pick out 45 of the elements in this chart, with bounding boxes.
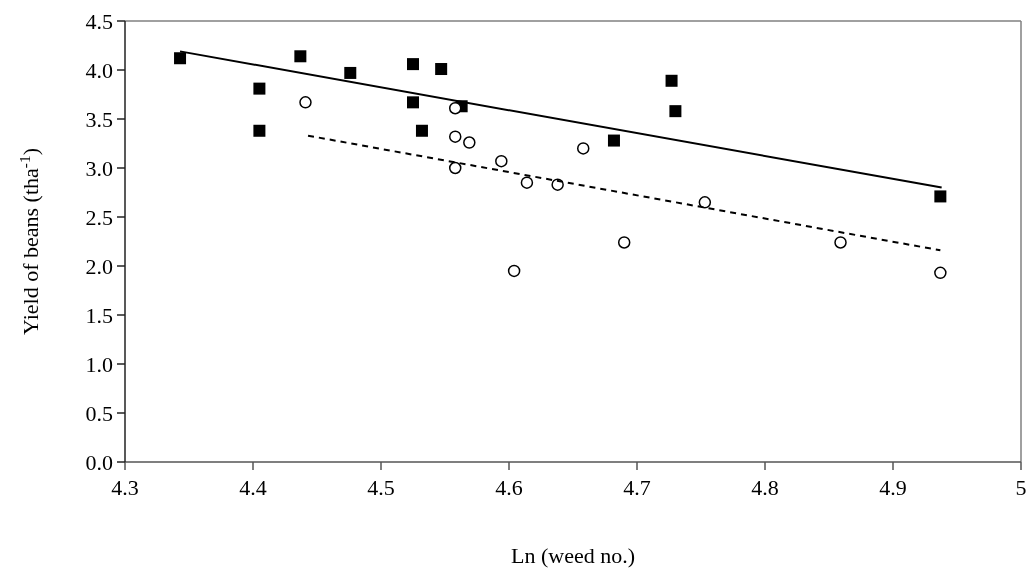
x-tick-label: 4.3: [111, 475, 139, 500]
point: [253, 124, 266, 137]
y-tick-label: 0.0: [85, 449, 113, 475]
y-tick-label: 3.5: [85, 106, 113, 132]
x-tick-label: 5: [1015, 475, 1027, 500]
point: [576, 142, 590, 155]
x-tick-label: 4.8: [751, 475, 779, 500]
x-tick-label: 4.4: [239, 475, 267, 500]
point: [934, 190, 947, 203]
point: [294, 50, 307, 63]
point: [407, 96, 419, 109]
y-tick-label: 1.5: [85, 302, 113, 328]
point: [834, 236, 847, 249]
point: [507, 264, 521, 278]
point: [607, 134, 620, 147]
x-tick-label: 4.5: [367, 475, 395, 500]
point: [174, 52, 187, 65]
x-tick-label: 4.7: [623, 475, 651, 500]
point: [448, 130, 462, 143]
point: [407, 58, 419, 71]
x-tick-label: 4.6: [495, 475, 523, 500]
point: [520, 176, 534, 189]
y-tick-label: 4.0: [85, 57, 113, 83]
point: [448, 161, 462, 175]
point: [495, 154, 508, 168]
point: [934, 266, 947, 280]
point: [344, 66, 357, 79]
y-tick-label: 1.0: [85, 351, 113, 377]
y-tick-label: 3.0: [85, 155, 113, 181]
point: [463, 136, 476, 149]
point: [415, 124, 428, 137]
point: [299, 96, 312, 109]
point: [665, 74, 678, 87]
point: [669, 105, 682, 118]
point: [435, 63, 448, 76]
point: [253, 82, 266, 95]
point: [698, 196, 712, 209]
y-tick-label: 4.5: [85, 8, 113, 34]
x-axis-title: Ln (weed no.): [510, 543, 636, 568]
y-tick-label: 0.5: [85, 400, 113, 426]
x-tick-label: 4.9: [879, 475, 907, 500]
y-tick-label: 2.0: [85, 253, 113, 279]
point: [617, 236, 631, 249]
point: [448, 101, 462, 115]
y-tick-label: 2.5: [85, 204, 113, 230]
